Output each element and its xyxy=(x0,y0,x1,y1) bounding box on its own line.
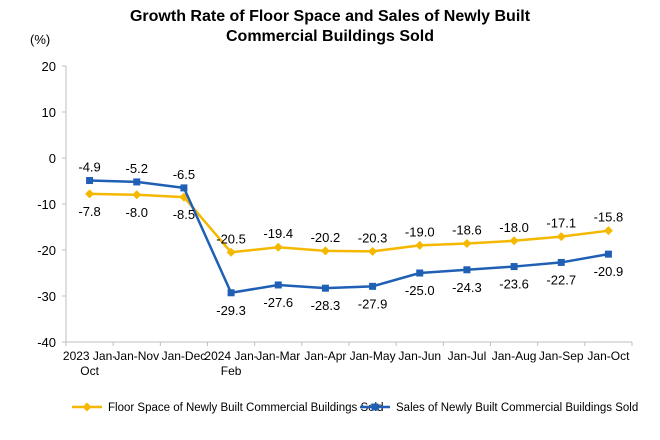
series-1-point xyxy=(273,242,283,252)
series-2-point xyxy=(463,266,471,274)
x-tick-label: Jan-May xyxy=(350,349,396,363)
x-tick-label: Jan-Oct xyxy=(587,349,630,363)
series-1-data-label: -15.8 xyxy=(594,210,624,225)
series-1-data-label: -18.6 xyxy=(452,223,482,238)
legend-marker-1 xyxy=(82,402,92,412)
chart-title-line-1: Growth Rate of Floor Space and Sales of … xyxy=(129,8,531,25)
series-2-point xyxy=(133,178,141,186)
series-2-data-label: -29.3 xyxy=(216,303,246,318)
series-1-point xyxy=(415,240,425,250)
series-2-point xyxy=(86,177,94,185)
series-2-data-label: -5.2 xyxy=(126,161,148,176)
x-tick-label: Jan-Jul xyxy=(448,349,487,363)
series-2-data-label: -27.6 xyxy=(263,295,293,310)
chart-title-line-2: Commercial Buildings Sold xyxy=(225,28,435,45)
x-tick-label: 2024 Jan- xyxy=(204,349,257,363)
series-1-data-label: -20.3 xyxy=(358,230,388,245)
series-2-data-label: -4.9 xyxy=(78,160,100,175)
x-tick-label: Jan-Aug xyxy=(492,349,537,363)
series-2-point xyxy=(416,269,424,277)
x-tick-label: Jan-Sep xyxy=(539,349,584,363)
series-1-data-label: -19.0 xyxy=(405,224,435,239)
series-2-point xyxy=(510,263,518,271)
x-tick-label: Feb xyxy=(221,364,242,378)
y-tick-label: -20 xyxy=(37,243,56,258)
series-1-data-label: -8.5 xyxy=(173,207,195,222)
x-tick-label: Jan-Apr xyxy=(304,349,346,363)
series-2-data-label: -27.9 xyxy=(358,296,388,311)
series-1-data-label: -18.0 xyxy=(499,220,529,235)
series-2-point xyxy=(369,282,377,290)
series-1-point xyxy=(603,226,613,236)
series-line-1 xyxy=(89,192,609,254)
series-2-data-label: -28.3 xyxy=(311,298,341,313)
series-2-point xyxy=(604,250,612,258)
x-tick-label: Jan-Dec xyxy=(162,349,207,363)
series-2-point xyxy=(274,281,282,289)
series-2-data-label: -20.9 xyxy=(594,264,624,279)
series-1-data-label: -19.4 xyxy=(263,226,293,241)
series-1-point xyxy=(368,246,378,256)
x-tick-label: Jan-Nov xyxy=(114,349,159,363)
series-2-point xyxy=(227,289,235,297)
series-2-data-label: -25.0 xyxy=(405,283,435,298)
series-2-data-label: -24.3 xyxy=(452,280,482,295)
series-1-point xyxy=(462,239,472,249)
series-1-point xyxy=(85,189,95,199)
series-1-data-label: -8.0 xyxy=(126,205,148,220)
y-tick-label: -30 xyxy=(37,289,56,304)
y-tick-label: -40 xyxy=(37,335,56,350)
series-1-point xyxy=(226,247,236,257)
y-tick-label: 10 xyxy=(42,105,56,120)
legend-marker-2 xyxy=(371,403,379,411)
series-1-point xyxy=(509,236,519,246)
x-tick-label: Jan-Mar xyxy=(256,349,300,363)
series-2-point xyxy=(557,258,565,266)
series-2-point xyxy=(180,184,188,192)
series-1-data-label: -7.8 xyxy=(78,204,100,219)
x-tick-label: 2023 Jan- xyxy=(63,349,116,363)
series-1-point xyxy=(132,190,142,200)
series-2-data-label: -22.7 xyxy=(546,272,576,287)
series-2-data-label: -23.6 xyxy=(499,277,529,292)
series-1-data-label: -20.5 xyxy=(216,231,246,246)
y-tick-label: -10 xyxy=(37,197,56,212)
y-tick-label: 0 xyxy=(49,151,56,166)
series-1-point xyxy=(556,232,566,242)
series-line-2 xyxy=(89,179,609,295)
x-tick-label: Oct xyxy=(80,364,99,378)
legend-label-2: Sales of Newly Built Commercial Building… xyxy=(396,402,638,414)
series-1-point xyxy=(320,246,330,256)
legend-label-1: Floor Space of Newly Built Commercial Bu… xyxy=(108,402,383,414)
series-2-data-label: -6.5 xyxy=(173,167,195,182)
series-1-data-label: -17.1 xyxy=(546,216,576,231)
y-tick-label: 20 xyxy=(42,59,56,74)
x-tick-label: Jan-Jun xyxy=(398,349,441,363)
series-1-data-label: -20.2 xyxy=(311,230,341,245)
y-axis-unit: (%) xyxy=(30,32,50,47)
series-2-point xyxy=(321,284,329,292)
